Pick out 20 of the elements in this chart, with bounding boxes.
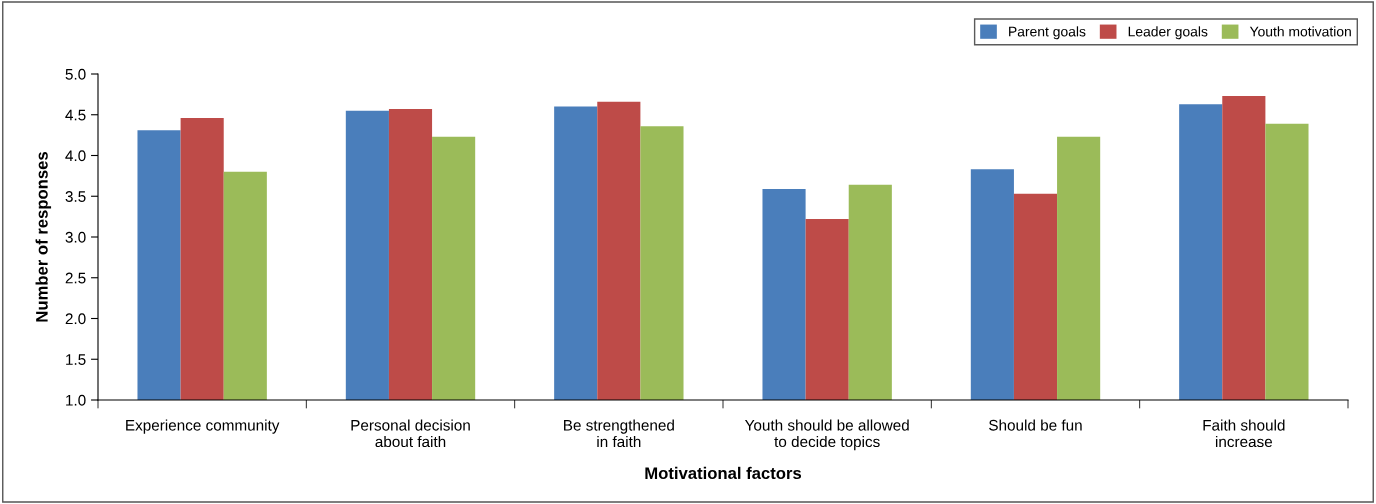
x-tick-label: Personal decision about faith bbox=[351, 419, 470, 448]
x-tick-label: Faith should increase bbox=[1203, 419, 1285, 448]
y-tick-label: 4.5 bbox=[65, 109, 86, 121]
x-tick-label: Experience community bbox=[126, 419, 280, 434]
y-tick-label: 1.0 bbox=[66, 394, 86, 406]
legend-label: Youth motivation bbox=[1249, 26, 1351, 37]
y-tick-label: 5.0 bbox=[65, 68, 86, 80]
legend-label: Parent goals bbox=[1009, 26, 1086, 40]
y-axis-title: Number of responses bbox=[35, 152, 52, 322]
y-tick-label: 2.0 bbox=[65, 313, 86, 325]
legend-label: Leader goals bbox=[1128, 26, 1208, 40]
y-tick-label: 1.5 bbox=[66, 354, 86, 365]
y-tick-label: 2.5 bbox=[65, 272, 86, 284]
x-tick-label: Be strengthened in faith bbox=[564, 419, 674, 448]
x-tick-label: Should be fun bbox=[989, 419, 1082, 431]
y-tick-label: 4.0 bbox=[65, 150, 86, 162]
x-axis-title: Motivational factors bbox=[645, 466, 802, 480]
x-tick-label: Youth should be allowed to decide topics bbox=[744, 419, 909, 451]
y-tick-label: 3.5 bbox=[65, 191, 86, 202]
y-tick-label: 3.0 bbox=[65, 231, 86, 243]
